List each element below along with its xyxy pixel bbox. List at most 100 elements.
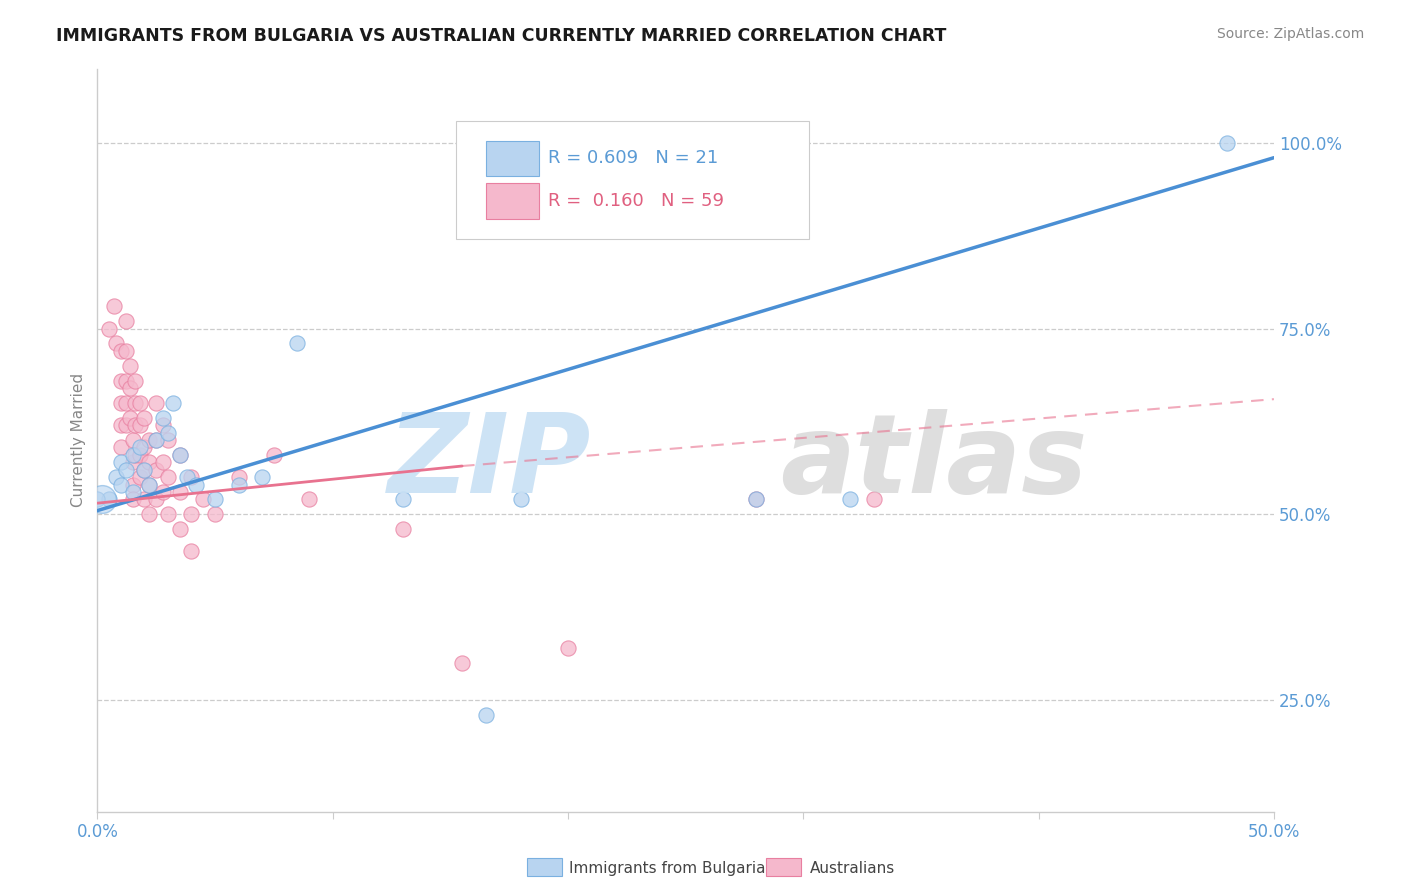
Point — [392, 492, 415, 507]
Point — [121, 433, 143, 447]
Point — [1216, 136, 1239, 150]
Point — [145, 396, 167, 410]
Point — [204, 492, 226, 507]
Point — [121, 485, 143, 500]
Point — [451, 656, 474, 670]
Point — [169, 448, 191, 462]
Point — [263, 448, 285, 462]
Point — [110, 343, 132, 358]
Text: R =  0.160   N = 59: R = 0.160 N = 59 — [548, 192, 724, 210]
Text: atlas: atlas — [780, 409, 1087, 516]
Point — [156, 508, 179, 522]
Point — [134, 492, 156, 507]
Point — [156, 433, 179, 447]
Point — [298, 492, 321, 507]
Point — [114, 396, 136, 410]
Point — [152, 410, 174, 425]
Point — [98, 321, 121, 335]
Point — [138, 477, 160, 491]
Point — [152, 485, 174, 500]
Point — [169, 522, 191, 536]
Text: Immigrants from Bulgaria: Immigrants from Bulgaria — [569, 862, 766, 876]
Point — [138, 477, 160, 491]
Point — [156, 470, 179, 484]
Text: Source: ZipAtlas.com: Source: ZipAtlas.com — [1216, 27, 1364, 41]
Point — [474, 707, 496, 722]
Point — [121, 492, 143, 507]
Point — [105, 470, 128, 484]
Point — [114, 343, 136, 358]
Point — [124, 418, 146, 433]
Point — [145, 492, 167, 507]
Point — [176, 470, 198, 484]
Text: IMMIGRANTS FROM BULGARIA VS AUSTRALIAN CURRENTLY MARRIED CORRELATION CHART: IMMIGRANTS FROM BULGARIA VS AUSTRALIAN C… — [56, 27, 946, 45]
Point — [110, 396, 132, 410]
Point — [134, 463, 156, 477]
Point — [138, 433, 160, 447]
Point — [110, 374, 132, 388]
Point — [180, 508, 202, 522]
Text: R = 0.609   N = 21: R = 0.609 N = 21 — [548, 150, 718, 168]
Y-axis label: Currently Married: Currently Married — [72, 373, 86, 507]
Point — [120, 410, 142, 425]
Point — [863, 492, 886, 507]
Point — [180, 544, 202, 558]
Point — [128, 470, 150, 484]
Point — [250, 470, 273, 484]
Point — [509, 492, 531, 507]
Point — [186, 477, 208, 491]
Point — [124, 448, 146, 462]
Point — [839, 492, 862, 507]
Point — [180, 470, 202, 484]
Point — [145, 433, 167, 447]
Point — [103, 299, 125, 313]
Point — [124, 374, 146, 388]
Point — [145, 433, 167, 447]
Point — [145, 463, 167, 477]
Point — [152, 455, 174, 469]
FancyBboxPatch shape — [456, 120, 810, 239]
Point — [287, 336, 309, 351]
Text: Australians: Australians — [810, 862, 896, 876]
Point — [193, 492, 215, 507]
Point — [134, 410, 156, 425]
Point — [91, 492, 114, 507]
Point — [114, 418, 136, 433]
Point — [110, 441, 132, 455]
Point — [86, 492, 108, 507]
Point — [169, 485, 191, 500]
Point — [114, 463, 136, 477]
Point — [114, 314, 136, 328]
Point — [228, 470, 250, 484]
Point — [152, 418, 174, 433]
Point — [392, 522, 415, 536]
Point — [162, 396, 184, 410]
Point — [204, 508, 226, 522]
Point — [121, 477, 143, 491]
Point — [745, 492, 768, 507]
Point — [121, 448, 143, 462]
Point — [128, 396, 150, 410]
Point — [98, 492, 121, 507]
Point — [169, 448, 191, 462]
Point — [110, 477, 132, 491]
Point — [121, 455, 143, 469]
Point — [134, 463, 156, 477]
Point — [120, 359, 142, 373]
Point — [124, 396, 146, 410]
Point — [138, 455, 160, 469]
Text: ZIP: ZIP — [388, 409, 592, 516]
Point — [128, 448, 150, 462]
FancyBboxPatch shape — [485, 141, 538, 177]
Point — [557, 641, 579, 656]
Point — [134, 441, 156, 455]
Point — [745, 492, 768, 507]
FancyBboxPatch shape — [485, 183, 538, 219]
Point — [110, 418, 132, 433]
Point — [156, 425, 179, 440]
Point — [110, 455, 132, 469]
Point — [120, 381, 142, 395]
Point — [114, 374, 136, 388]
Point — [138, 508, 160, 522]
Point — [228, 477, 250, 491]
